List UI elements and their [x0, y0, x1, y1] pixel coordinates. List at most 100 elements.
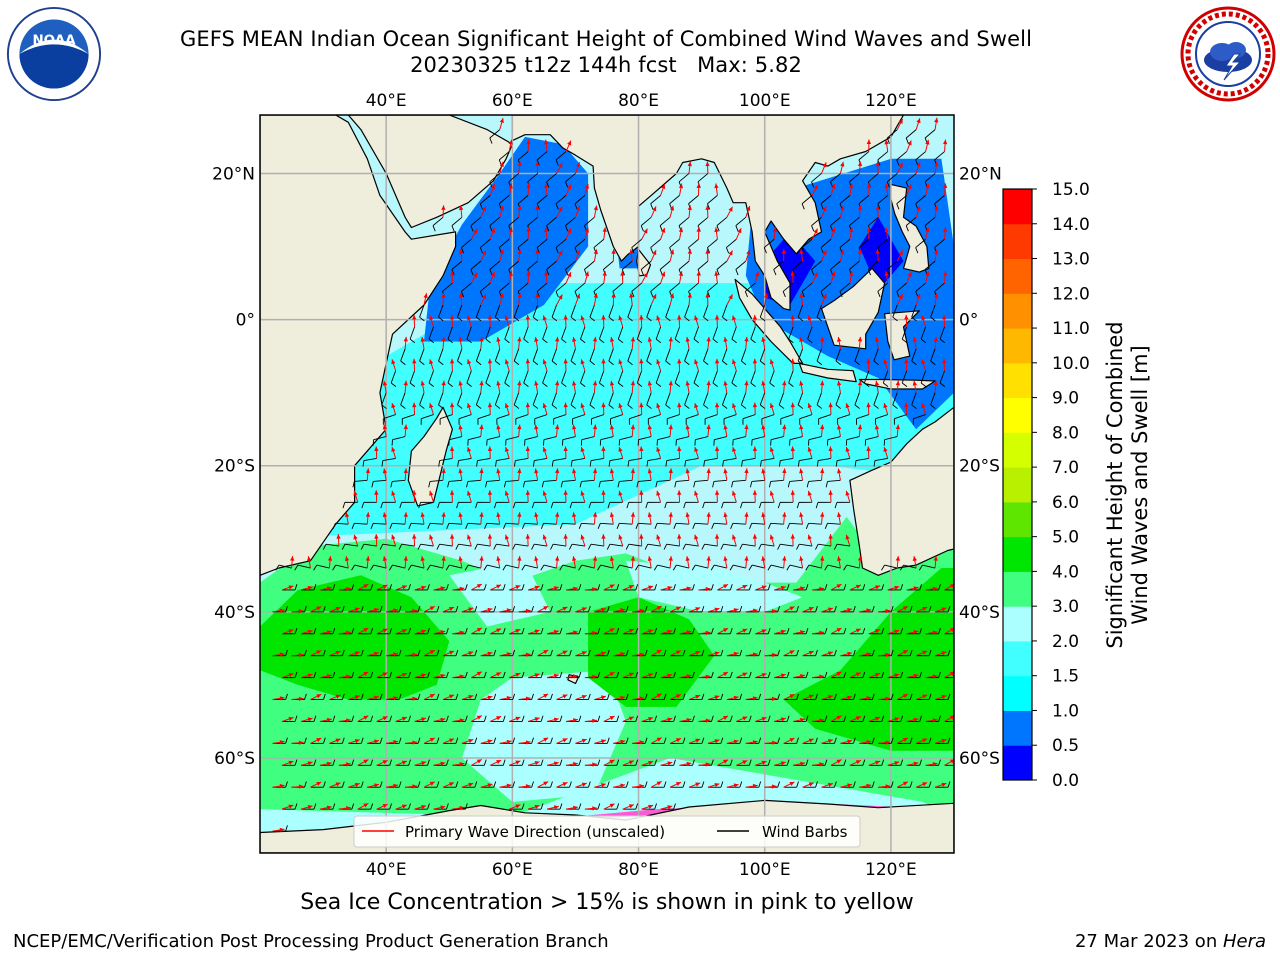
wave-arrow: [679, 674, 692, 679]
wind-barb: [660, 759, 676, 766]
wave-arrow: [782, 380, 787, 393]
wind-barb: [660, 584, 676, 591]
wind-barb: [322, 543, 339, 550]
wind-barb: [703, 348, 709, 366]
wave-arrow: [365, 468, 371, 481]
colorbar-tick-label: 0.5: [1052, 736, 1079, 756]
wave-height-region: [260, 575, 450, 700]
wave-height-region: [449, 560, 551, 627]
wind-barb: [755, 627, 771, 635]
wind-barb: [935, 693, 951, 701]
wind-barb: [622, 715, 639, 722]
wave-arrow: [705, 161, 710, 174]
wave-arrow: [467, 315, 472, 328]
wind-barb: [868, 759, 885, 766]
wave-arrow: [799, 380, 804, 393]
wave-arrow: [714, 402, 720, 415]
wind-barb: [589, 304, 595, 322]
wave-arrow: [479, 468, 484, 481]
wave-arrow: [592, 556, 598, 569]
colorbar-label-line-1: Significant Height of Combined: [1103, 321, 1127, 649]
wind-barb: [579, 479, 595, 488]
wave-arrow: [496, 336, 501, 349]
wind-barb: [568, 543, 585, 550]
wind-barb: [424, 606, 440, 613]
wind-barb: [594, 693, 610, 701]
wind-barb: [755, 715, 771, 722]
wave-arrow: [601, 358, 606, 371]
wave-arrow: [641, 717, 654, 722]
wave-arrow: [896, 605, 909, 613]
wave-arrow: [272, 740, 285, 745]
wind-barb: [489, 216, 501, 232]
wave-arrow: [925, 630, 938, 635]
wave-arrow: [845, 490, 851, 503]
wind-barb: [370, 522, 387, 530]
wave-arrow: [336, 534, 341, 547]
wave-arrow: [717, 627, 729, 635]
wind-barb: [360, 543, 377, 550]
wave-arrow: [866, 358, 871, 371]
wave-arrow: [542, 402, 548, 415]
wave-arrow: [458, 336, 463, 349]
wind-barb: [670, 737, 686, 744]
wind-barb: [707, 282, 718, 298]
wave-arrow: [534, 468, 539, 481]
wave-arrow: [696, 183, 701, 196]
lon-tick-label-top: 60°E: [492, 91, 533, 111]
wind-barb: [849, 584, 866, 591]
wind-barb: [352, 479, 368, 488]
wind-barb: [494, 392, 501, 409]
wave-arrow: [811, 586, 825, 592]
wind-barb: [673, 522, 690, 530]
wave-arrow: [499, 695, 512, 701]
wave-arrow: [744, 512, 749, 525]
wave-arrow: [395, 760, 408, 766]
wave-arrow: [386, 739, 399, 745]
wind-barb: [559, 564, 576, 571]
wind-barb: [837, 414, 851, 425]
wind-barb: [332, 564, 349, 571]
wave-arrow: [603, 803, 615, 810]
wave-arrow: [357, 583, 369, 591]
wind-barb: [944, 721, 954, 722]
wave-arrow: [611, 249, 616, 262]
wave-arrow: [878, 696, 891, 701]
wind-barb: [471, 627, 487, 635]
wave-arrow: [884, 227, 889, 240]
wave-arrow: [441, 512, 446, 525]
wave-arrow: [859, 608, 872, 613]
wind-barb: [560, 479, 576, 488]
wave-arrow: [763, 293, 769, 306]
wind-barb: [769, 370, 775, 388]
wave-arrow: [694, 534, 699, 547]
wave-arrow: [395, 629, 408, 635]
wind-barb: [659, 216, 671, 232]
wind-barb: [480, 781, 497, 788]
wind-barb: [802, 737, 818, 744]
wave-arrow: [821, 293, 827, 306]
wave-arrow: [807, 490, 813, 503]
wind-barb: [439, 414, 453, 425]
wind-barb: [608, 348, 614, 366]
wave-arrow: [883, 359, 889, 371]
wave-arrow: [632, 608, 645, 613]
wave-arrow: [618, 446, 624, 459]
wave-arrow: [887, 585, 900, 591]
wind-barb: [740, 501, 756, 509]
wave-arrow: [669, 606, 682, 613]
wave-arrow: [429, 359, 434, 371]
wind-barb: [720, 543, 737, 550]
wind-barb: [689, 693, 705, 701]
wave-arrow: [603, 584, 615, 591]
wave-arrow: [942, 314, 947, 327]
wind-barb: [783, 606, 799, 613]
wind-barb: [905, 129, 917, 144]
wave-arrow: [875, 161, 880, 174]
wave-arrow: [632, 696, 645, 701]
wave-arrow: [527, 760, 540, 766]
wave-arrow: [904, 402, 909, 415]
wind-barb: [627, 392, 633, 409]
wave-arrow: [821, 607, 834, 613]
wave-arrow: [517, 161, 522, 174]
